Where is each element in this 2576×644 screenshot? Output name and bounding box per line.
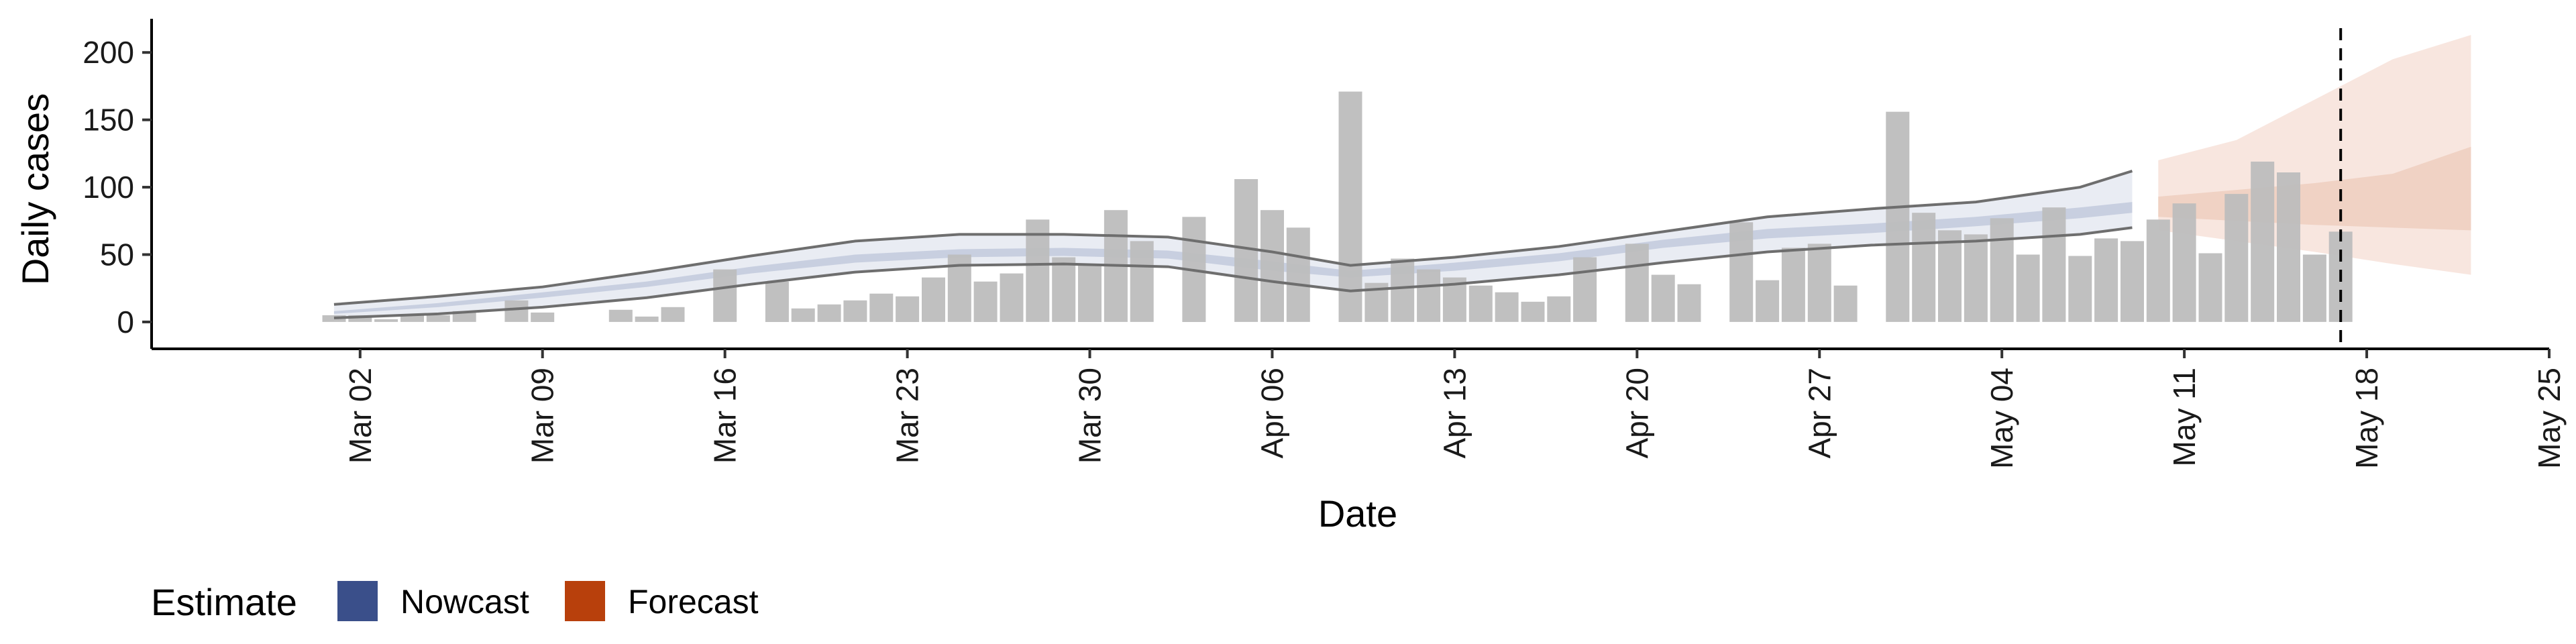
case-bar	[1938, 230, 1962, 322]
x-tick-label: Apr 27	[1802, 368, 1837, 459]
case-bar	[1964, 234, 1988, 322]
x-axis-title: Date	[1318, 492, 1397, 535]
case-bar	[1078, 265, 1102, 322]
case-bar	[1417, 269, 1441, 322]
y-tick-layer: 0 50 100 150 200	[83, 35, 152, 339]
x-tick-label: May 25	[2532, 368, 2567, 469]
case-bar	[400, 315, 424, 322]
case-bar	[869, 293, 894, 322]
case-bar	[1000, 273, 1024, 322]
bar-layer	[322, 91, 2353, 322]
legend-label-forecast: Forecast	[628, 583, 759, 621]
legend-swatch-forecast	[565, 581, 605, 621]
x-tick-layer: Mar 02 Mar 09 Mar 16 Mar 23 Mar 30 Apr 06 Apr …	[343, 349, 2567, 469]
case-bar	[2224, 194, 2249, 322]
case-bar	[1677, 284, 1701, 322]
case-bar	[1338, 91, 1362, 322]
case-bar	[531, 312, 555, 322]
x-tick-label: Mar 02	[343, 368, 378, 464]
case-bar	[2094, 238, 2118, 322]
x-tick-label: May 04	[1984, 368, 2019, 469]
case-bar	[1573, 257, 1597, 322]
x-tick-label: Apr 06	[1254, 368, 1289, 459]
legend-swatch-nowcast	[337, 581, 378, 621]
case-bar	[1026, 219, 1050, 322]
y-tick-label: 150	[83, 103, 134, 138]
case-bar	[504, 300, 529, 322]
case-bar	[843, 300, 867, 322]
case-bar	[1468, 285, 1493, 322]
x-tick-label: Apr 20	[1619, 368, 1654, 459]
x-tick-label: May 11	[2167, 368, 2202, 466]
case-bar	[2251, 161, 2275, 322]
case-bar	[765, 281, 789, 322]
case-bar	[1286, 227, 1310, 322]
case-bar	[973, 281, 998, 322]
case-bar	[426, 315, 450, 322]
interval-line-layer	[333, 170, 2133, 319]
case-bar	[608, 309, 633, 322]
case-bar	[2146, 219, 2170, 322]
y-axis-title: Daily cases	[14, 93, 56, 285]
axes-layer	[150, 19, 2549, 350]
nowcast-band-50	[333, 202, 2133, 314]
legend-title: Estimate	[151, 581, 297, 623]
case-bar	[1521, 301, 1545, 322]
case-bar	[817, 304, 841, 322]
case-bar	[661, 307, 685, 322]
case-bar	[1912, 213, 1936, 322]
forecast-band-90	[2158, 35, 2471, 275]
x-tick-label: Mar 23	[890, 368, 925, 464]
y-tick-label: 0	[117, 305, 134, 339]
case-bar	[2121, 241, 2144, 322]
case-bar	[2277, 172, 2300, 322]
case-bar	[348, 315, 372, 322]
nowcast-lower-line	[333, 226, 2133, 319]
nowcast-upper-line	[333, 170, 2133, 306]
x-tick-label: Mar 09	[525, 368, 560, 464]
case-bar	[1052, 257, 1076, 322]
case-bar	[922, 277, 945, 322]
case-bar	[1807, 244, 1831, 322]
x-tick-label: Mar 16	[708, 368, 743, 464]
x-tick-label: Mar 30	[1073, 368, 1108, 464]
case-bar	[2068, 256, 2092, 322]
case-bar	[1625, 244, 1649, 322]
case-bar	[2172, 203, 2196, 322]
case-bar	[1729, 222, 1754, 322]
case-bar	[1391, 258, 1415, 322]
x-tick-label: May 18	[2349, 368, 2384, 469]
case-bar	[1495, 292, 1519, 322]
y-tick-label: 100	[83, 170, 134, 205]
case-bar	[635, 316, 659, 322]
y-tick-label: 50	[100, 237, 134, 272]
case-bar	[1990, 218, 2014, 322]
case-bar	[2198, 253, 2222, 322]
y-tick-label: 200	[83, 35, 134, 70]
case-bar	[1130, 241, 1154, 322]
case-bar	[2302, 254, 2326, 322]
case-bar	[1886, 111, 1910, 322]
case-bar	[713, 269, 737, 322]
legend-label-nowcast: Nowcast	[400, 583, 529, 621]
case-bar	[791, 308, 815, 322]
case-bar	[896, 296, 920, 322]
case-bar	[1756, 280, 1780, 322]
x-tick-label: Apr 13	[1437, 368, 1472, 459]
legend: Estimate Nowcast Forecast	[151, 581, 759, 623]
case-bar	[1547, 296, 1571, 322]
case-bar	[2016, 254, 2040, 322]
case-bar	[374, 319, 398, 322]
case-bar	[1781, 248, 1805, 322]
case-bar	[1651, 274, 1675, 322]
case-bar	[2042, 207, 2066, 322]
case-bar	[1833, 285, 1858, 322]
case-bar	[1260, 210, 1284, 322]
